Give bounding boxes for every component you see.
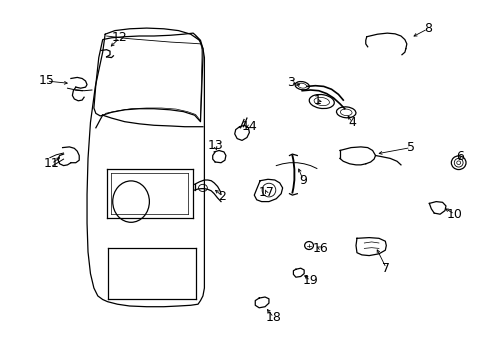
Text: 14: 14 [241,120,257,132]
Text: 1: 1 [313,94,321,107]
Text: 11: 11 [43,157,59,170]
Text: 15: 15 [39,75,54,87]
Text: 2: 2 [218,190,226,203]
Text: 13: 13 [207,139,223,152]
Text: 4: 4 [347,116,355,129]
Text: 18: 18 [265,311,281,324]
Text: 16: 16 [312,242,327,255]
Text: 7: 7 [382,262,389,275]
Text: 19: 19 [302,274,318,287]
Text: 6: 6 [455,150,463,163]
Text: 8: 8 [423,22,431,35]
Text: 3: 3 [286,76,294,89]
Text: 12: 12 [112,31,127,44]
Text: 5: 5 [406,141,414,154]
Text: 10: 10 [446,208,462,221]
Text: 9: 9 [299,174,306,186]
Text: 17: 17 [258,186,274,199]
